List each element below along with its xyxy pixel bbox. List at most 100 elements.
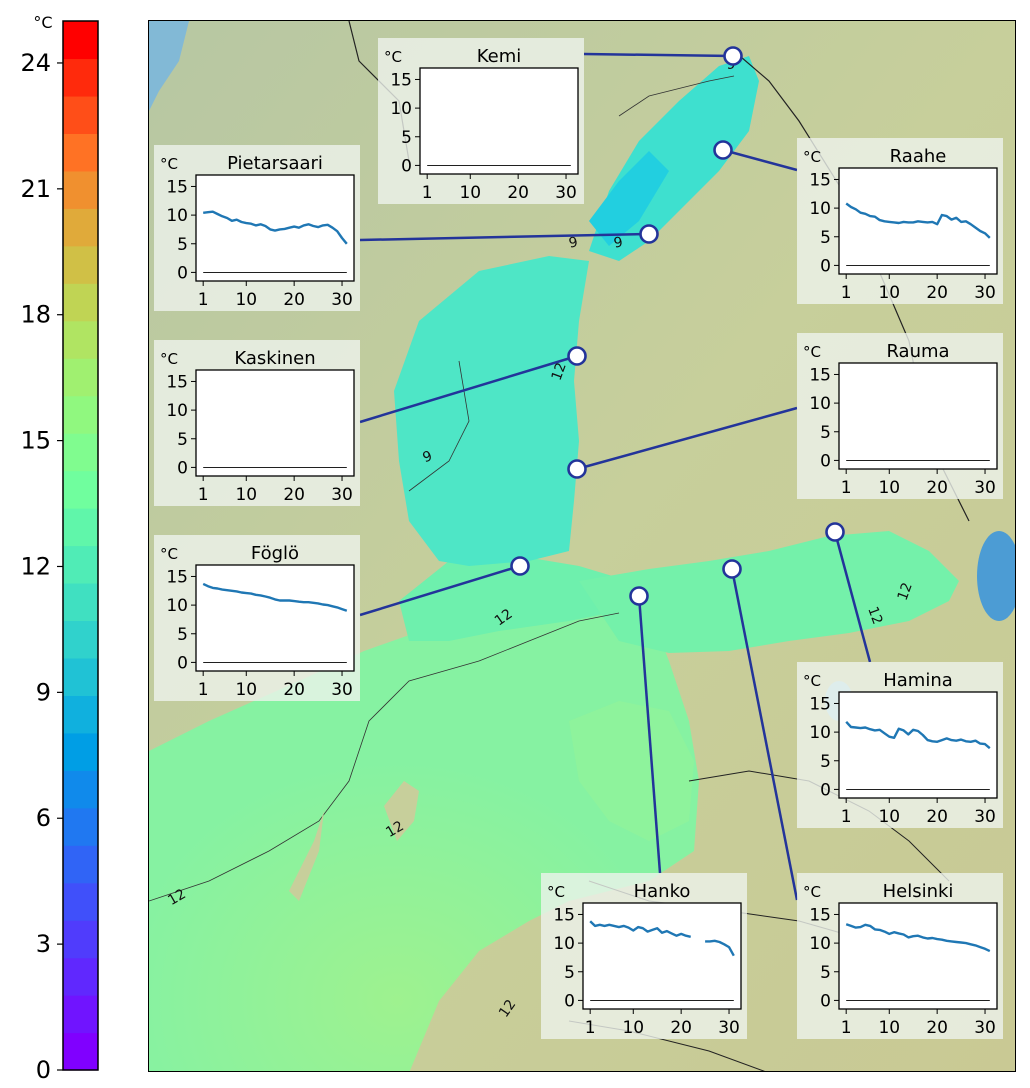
x-tick-label: 1 [198, 485, 209, 505]
x-tick-label: 1 [841, 283, 852, 303]
station-panel[interactable]: Kaskinen °C 0 5 10 15 1 10 20 30 [154, 340, 360, 506]
y-tick-label: 5 [820, 963, 831, 983]
colorbar-segment [63, 807, 98, 846]
y-tick-label: 5 [820, 228, 831, 248]
x-tick-label: 30 [974, 1018, 996, 1038]
y-tick-label: 15 [166, 567, 188, 587]
lake-ladoga [977, 531, 1015, 621]
colorbar-tick-label: 15 [20, 427, 51, 455]
y-tick-label: 10 [809, 723, 831, 743]
colorbar-segment [63, 470, 98, 509]
colorbar-segment [63, 545, 98, 584]
colorbar-tick-label: 6 [36, 804, 51, 832]
y-tick-label: 5 [820, 752, 831, 772]
colorbar-segment [63, 358, 98, 397]
y-tick-label: 15 [809, 694, 831, 714]
colorbar-segment [63, 620, 98, 659]
colorbar-segment [63, 395, 98, 434]
station-unit-label: °C [160, 350, 178, 368]
x-tick-label: 30 [555, 183, 577, 203]
temperature-series-line [845, 202, 991, 239]
x-tick-label: 20 [926, 807, 948, 827]
colorbar-segment [63, 95, 98, 134]
station-unit-label: °C [547, 883, 565, 901]
colorbar-segment [63, 582, 98, 622]
isotherm-label: 12 [383, 818, 406, 841]
station-panel[interactable]: Kemi °C 0 5 10 15 1 10 20 30 [378, 38, 584, 204]
chart-axes-frame [582, 902, 742, 1010]
y-tick-label: 15 [809, 905, 831, 925]
station-title: Föglö [251, 543, 299, 564]
x-tick-label: 20 [283, 680, 305, 700]
colorbar-segment [63, 21, 98, 60]
y-tick-label: 10 [166, 401, 188, 421]
colorbar-segment [63, 732, 98, 771]
y-tick-label: 0 [401, 156, 412, 176]
y-tick-label: 0 [820, 991, 831, 1011]
y-tick-label: 10 [166, 596, 188, 616]
colorbar-segment [63, 770, 98, 809]
x-tick-label: 1 [422, 183, 433, 203]
isotherm-label: 9 [613, 234, 625, 251]
station-title: Rauma [886, 341, 949, 362]
x-tick-label: 30 [974, 283, 996, 303]
x-tick-label: 10 [622, 1018, 644, 1038]
colorbar-segment [63, 508, 98, 547]
island-gotland [384, 781, 419, 841]
y-tick-label: 10 [809, 394, 831, 414]
temperature-series-line [845, 720, 991, 750]
colorbar-tick-label: 12 [20, 552, 51, 580]
x-tick-label: 1 [585, 1018, 596, 1038]
station-title: Kemi [477, 46, 522, 67]
x-tick-label: 20 [283, 485, 305, 505]
colorbar-segment [63, 1032, 98, 1071]
station-panel[interactable]: Pietarsaari °C 0 5 10 15 1 10 20 30 [154, 145, 360, 311]
colorbar-tick-label: 18 [20, 301, 51, 329]
y-tick-label: 5 [177, 235, 188, 255]
station-chart: Kemi °C 0 5 10 15 1 10 20 30 [384, 46, 579, 203]
station-panel[interactable]: Föglö °C 0 5 10 15 1 10 20 30 [154, 535, 360, 701]
station-chart: Kaskinen °C 0 5 10 15 1 10 20 30 [160, 348, 355, 505]
station-unit-label: °C [803, 672, 821, 690]
isotherm-label: 9 [727, 57, 736, 73]
x-tick-label: 30 [974, 478, 996, 498]
colorbar-segment [63, 995, 98, 1034]
x-tick-label: 10 [235, 680, 257, 700]
y-tick-label: 15 [166, 177, 188, 197]
colorbar-unit: °C [33, 13, 52, 32]
station-panel[interactable]: Rauma °C 0 5 10 15 1 10 20 30 [797, 333, 1003, 499]
x-tick-label: 10 [878, 807, 900, 827]
y-tick-label: 0 [820, 256, 831, 276]
x-tick-label: 30 [331, 485, 353, 505]
y-tick-label: 15 [166, 372, 188, 392]
chart-axes-frame [195, 174, 355, 282]
station-panel[interactable]: Helsinki °C 0 5 10 15 1 10 20 30 [797, 873, 1003, 1039]
chart-axes-frame [838, 691, 998, 799]
isotherm-label: 12 [895, 581, 916, 603]
isotherm-line-12-south [149, 660, 480, 902]
sea-gulf-of-riga [569, 701, 694, 841]
y-tick-label: 10 [809, 199, 831, 219]
y-tick-label: 15 [390, 70, 412, 90]
station-unit-label: °C [803, 148, 821, 166]
x-tick-label: 10 [235, 290, 257, 310]
x-tick-label: 20 [926, 478, 948, 498]
x-tick-label: 10 [459, 183, 481, 203]
colorbar-segment [63, 283, 98, 322]
y-tick-label: 5 [820, 423, 831, 443]
station-panel[interactable]: Hamina °C 0 5 10 15 1 10 20 30 [797, 662, 1003, 828]
y-tick-label: 15 [809, 170, 831, 190]
colorbar-segment [63, 133, 98, 172]
station-panel[interactable]: Raahe °C 0 5 10 15 1 10 20 30 [797, 138, 1003, 304]
x-tick-label: 30 [331, 290, 353, 310]
station-chart: Hamina °C 0 5 10 15 1 10 20 30 [803, 670, 998, 827]
colorbar-segment [63, 695, 98, 734]
colorbar-tick-label: 0 [36, 1056, 51, 1084]
y-tick-label: 5 [177, 625, 188, 645]
colorbar-segment [63, 882, 98, 921]
temperature-series-line [203, 210, 348, 245]
chart-axes-frame [419, 67, 579, 175]
colorbar-segment [63, 58, 98, 97]
isotherm-line-9-north [618, 75, 735, 117]
station-panel[interactable]: Hanko °C 0 5 10 15 1 10 20 30 [541, 873, 747, 1039]
